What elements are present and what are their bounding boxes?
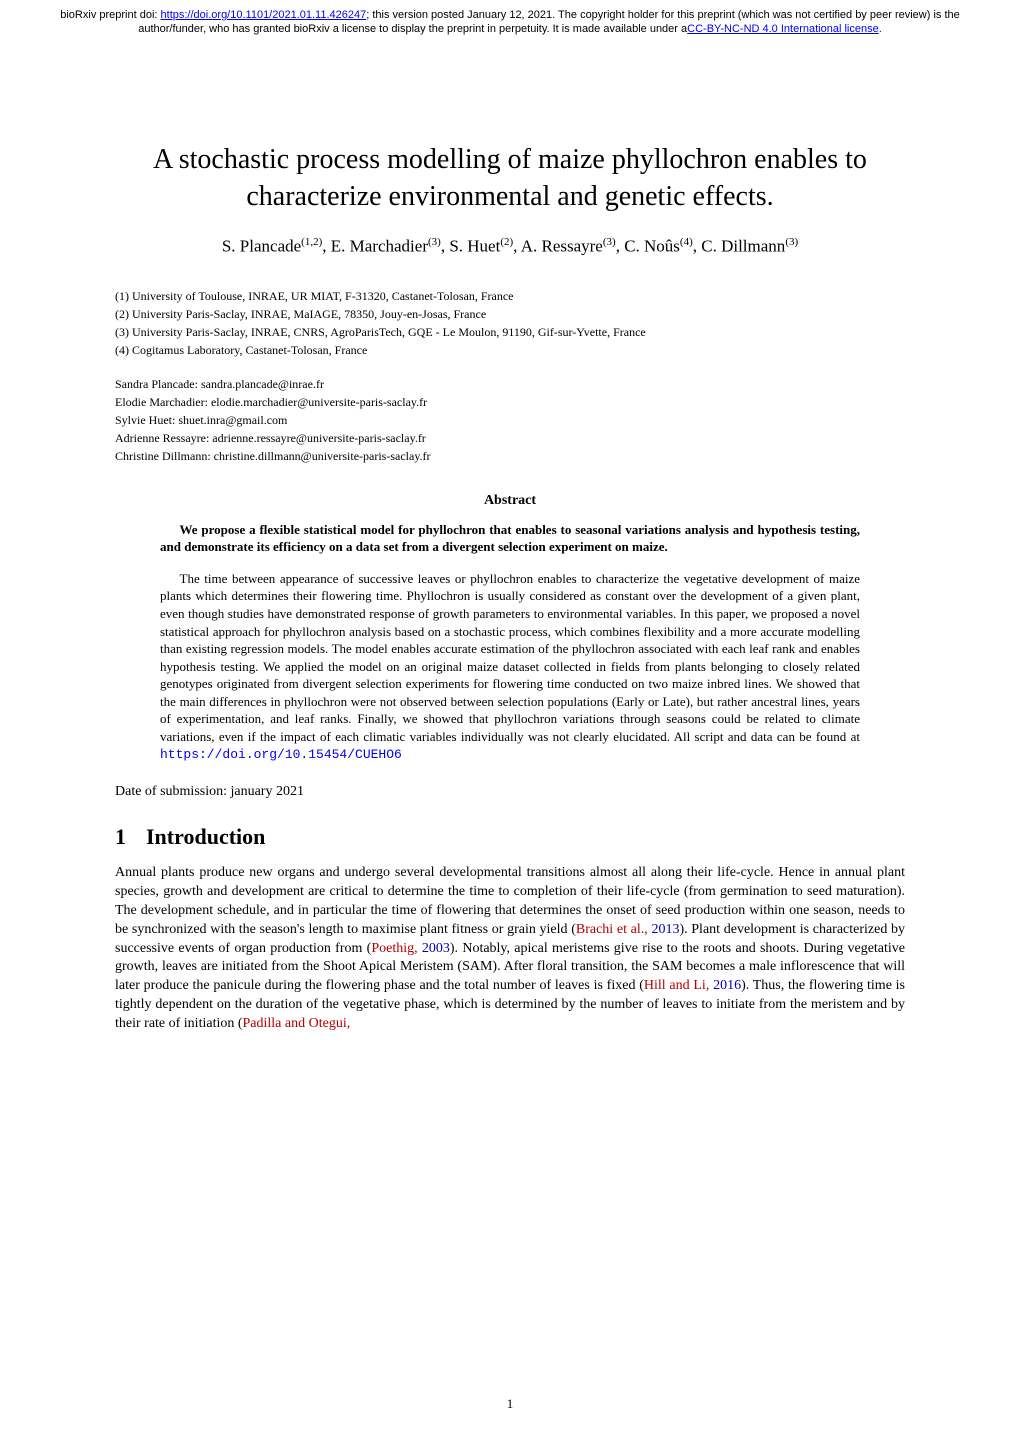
affiliations: (1) University of Toulouse, INRAE, UR MI… xyxy=(115,287,905,359)
section-1-heading: 1 Introduction xyxy=(115,824,905,850)
cite-year-2016[interactable]: 2016 xyxy=(713,978,741,993)
abstract-heading: Abstract xyxy=(115,493,905,509)
preprint-banner: bioRxiv preprint doi: https://doi.org/10… xyxy=(0,0,1020,41)
cite-sep-4: , xyxy=(347,1016,351,1031)
preprint-suffix: . xyxy=(879,23,882,35)
preprint-doi-link[interactable]: https://doi.org/10.1101/2021.01.11.42624… xyxy=(161,9,367,21)
cite-padilla-otegui[interactable]: Padilla and Otegui xyxy=(243,1016,347,1031)
page-number: 1 xyxy=(0,1396,1020,1412)
author-emails: Sandra Plancade: sandra.plancade@inrae.f… xyxy=(115,375,905,465)
abstract-data-link[interactable]: https://doi.org/10.15454/CUEHO6 xyxy=(160,747,402,762)
cite-sep-2: , xyxy=(414,941,422,956)
page-content: A stochastic process modelling of maize … xyxy=(0,41,1020,1034)
affiliation-1: (1) University of Toulouse, INRAE, UR MI… xyxy=(115,287,905,305)
affiliation-4: (4) Cogitamus Laboratory, Castanet-Tolos… xyxy=(115,341,905,359)
abstract-text: The time between appearance of successiv… xyxy=(160,571,860,744)
email-3: Sylvie Huet: shuet.inra@gmail.com xyxy=(115,411,905,429)
abstract-body: The time between appearance of successiv… xyxy=(160,570,860,764)
cite-year-2013[interactable]: 2013 xyxy=(651,922,679,937)
section-1-title: Introduction xyxy=(146,824,265,849)
authors-line: S. Plancade(1,2), E. Marchadier(3), S. H… xyxy=(115,236,905,257)
email-1: Sandra Plancade: sandra.plancade@inrae.f… xyxy=(115,375,905,393)
cite-year-2003[interactable]: 2003 xyxy=(422,941,450,956)
affiliation-3: (3) University Paris-Saclay, INRAE, CNRS… xyxy=(115,323,905,341)
cite-brachi[interactable]: Brachi xyxy=(576,922,617,937)
affiliation-2: (2) University Paris-Saclay, INRAE, MaIA… xyxy=(115,305,905,323)
preprint-prefix: bioRxiv preprint doi: xyxy=(60,9,160,21)
email-2: Elodie Marchadier: elodie.marchadier@uni… xyxy=(115,393,905,411)
paper-title: A stochastic process modelling of maize … xyxy=(115,141,905,217)
email-4: Adrienne Ressayre: adrienne.ressayre@uni… xyxy=(115,429,905,447)
cite-brachi-etal[interactable]: et al. xyxy=(617,922,644,937)
introduction-body: Annual plants produce new organs and und… xyxy=(115,864,905,1034)
submission-date: Date of submission: january 2021 xyxy=(115,784,905,800)
cite-sep-3: , xyxy=(706,978,713,993)
abstract-lead: We propose a flexible statistical model … xyxy=(160,521,860,556)
cite-hill-li[interactable]: Hill and Li xyxy=(644,978,706,993)
cite-poethig[interactable]: Poethig xyxy=(371,941,414,956)
section-1-num: 1 xyxy=(115,824,126,849)
email-5: Christine Dillmann: christine.dillmann@u… xyxy=(115,447,905,465)
preprint-license-link[interactable]: CC-BY-NC-ND 4.0 International license xyxy=(687,23,879,35)
